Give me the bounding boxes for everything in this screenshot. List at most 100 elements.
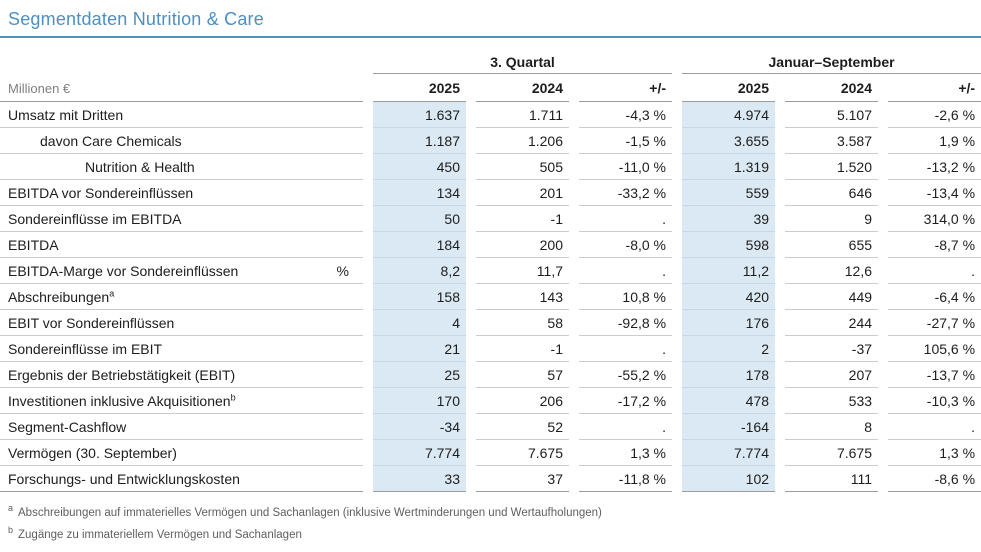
table-row: Segment-Cashflow -34 52. -164 8. (0, 414, 981, 440)
footnote-b: b Zugänge zu immateriellem Vermögen und S… (8, 522, 981, 544)
segment-data-table-wrap: 3. Quartal Januar–September Millionen € … (0, 50, 981, 492)
row-label: Vermögen (30. September) (8, 444, 177, 461)
cell-q3_chg: -11,8 % (579, 466, 673, 492)
cell-q3_2024: 1.711 (476, 102, 569, 128)
row-label: Forschungs- und Entwicklungskosten (8, 470, 240, 487)
cell-q3_2025: 7.774 (373, 440, 466, 466)
cell-q3_chg: -8,0 % (579, 232, 673, 258)
cell-q3_2024: 52 (476, 414, 569, 440)
cell-q3_chg: . (579, 414, 673, 440)
row-label: Ergebnis der Betriebstätigkeit (EBIT) (8, 366, 236, 383)
table-body: Umsatz mit Dritten 1.637 1.711 -4,3 % 4.974 5… (0, 102, 981, 492)
cell-ys_2024: 655 (785, 232, 879, 258)
col-header-ys-change: +/- (888, 74, 981, 102)
cell-ys_2024: 207 (785, 362, 879, 388)
table-row: EBITDA-Marge vor Sondereinflüssen% 8,2 11,… (0, 258, 981, 284)
cell-q3_2024: 201 (476, 180, 569, 206)
cell-q3_chg: . (579, 206, 673, 232)
row-label-cell: EBITDA-Marge vor Sondereinflüssen% (0, 258, 363, 284)
cell-q3_2024: 37 (476, 466, 569, 492)
cell-ys_chg: -13,4 % (888, 180, 981, 206)
cell-ys_2024: -37 (785, 336, 879, 362)
cell-ys_2025: 1.319 (682, 154, 776, 180)
table-row: EBITDA 184 200 -8,0 % 598 655 -8,7 % (0, 232, 981, 258)
cell-q3_chg: 1,3 % (579, 440, 673, 466)
col-header-ys-2025: 2025 (682, 74, 776, 102)
cell-ys_2024: 7.675 (785, 440, 879, 466)
cell-ys_2024: 9 (785, 206, 879, 232)
group-header-q3: 3. Quartal (373, 50, 673, 74)
cell-ys_chg: -10,3 % (888, 388, 981, 414)
row-label: EBITDA-Marge vor Sondereinflüssen (8, 262, 239, 279)
cell-ys_2025: 102 (682, 466, 776, 492)
cell-q3_2024: 200 (476, 232, 569, 258)
cell-q3_2025: 1.187 (373, 128, 466, 154)
row-label-cell: Sondereinflüsse im EBITDA (0, 206, 363, 232)
row-label-footnote-mark: a (109, 287, 115, 298)
table-row: EBIT vor Sondereinflüssen 4 58 -92,8 % 176 24… (0, 310, 981, 336)
group-header-row: 3. Quartal Januar–September (0, 50, 981, 74)
footnote-a: a Abschreibungen auf immaterielles Vermög… (8, 500, 981, 522)
cell-q3_2024: 7.675 (476, 440, 569, 466)
row-label: Segment-Cashflow (8, 418, 127, 435)
cell-q3_2024: -1 (476, 206, 569, 232)
col-header-ys-2024: 2024 (785, 74, 879, 102)
group-header-jan-sep: Januar–September (682, 50, 981, 74)
row-label-cell: Ergebnis der Betriebstätigkeit (EBIT) (0, 362, 363, 388)
cell-q3_2025: 1.637 (373, 102, 466, 128)
row-label: Abschreibungen (8, 288, 110, 305)
table-row: Abschreibungena 158 143 10,8 % 420 449 -6,4 % (0, 284, 981, 310)
table-row: Umsatz mit Dritten 1.637 1.711 -4,3 % 4.974 5… (0, 102, 981, 128)
col-header-q3-change: +/- (579, 74, 673, 102)
row-label: Investitionen inklusive Akquisitionen (8, 392, 231, 409)
cell-q3_2025: 25 (373, 362, 466, 388)
row-label-cell: EBIT vor Sondereinflüssen (0, 310, 363, 336)
cell-q3_2025: 50 (373, 206, 466, 232)
cell-q3_2024: 11,7 (476, 258, 569, 284)
cell-ys_2025: 11,2 (682, 258, 776, 284)
table-row: Sondereinflüsse im EBIT 21 -1. 2 -37 105,6 % (0, 336, 981, 362)
cell-q3_chg: -33,2 % (579, 180, 673, 206)
page-title: Segmentdaten Nutrition & Care (8, 9, 264, 29)
row-label-cell: Vermögen (30. September) (0, 440, 363, 466)
cell-ys_chg: 105,6 % (888, 336, 981, 362)
cell-ys_chg: -8,7 % (888, 232, 981, 258)
table-row: Nutrition & Health 450 505 -11,0 % 1.319 1.52… (0, 154, 981, 180)
cell-q3_2025: 4 (373, 310, 466, 336)
cell-q3_2025: 33 (373, 466, 466, 492)
cell-q3_chg: . (579, 336, 673, 362)
footnote-b-text: Zugänge zu immateriellem Vermögen und Sa… (18, 528, 302, 541)
cell-q3_chg: 10,8 % (579, 284, 673, 310)
cell-ys_chg: . (888, 258, 981, 284)
row-unit: % (336, 262, 349, 279)
row-label-cell: EBITDA vor Sondereinflüssen (0, 180, 363, 206)
cell-q3_2024: 143 (476, 284, 569, 310)
cell-q3_2025: 184 (373, 232, 466, 258)
table-row: Vermögen (30. September) 7.774 7.675 1,3 % 7… (0, 440, 981, 466)
row-label-footnote-mark: b (230, 391, 236, 402)
cell-ys_chg: -13,2 % (888, 154, 981, 180)
table-row: Ergebnis der Betriebstätigkeit (EBIT) 25 5… (0, 362, 981, 388)
cell-q3_2025: 450 (373, 154, 466, 180)
row-label-cell: Forschungs- und Entwicklungskosten (0, 466, 363, 492)
cell-q3_2024: -1 (476, 336, 569, 362)
cell-q3_chg: . (579, 258, 673, 284)
cell-q3_chg: -1,5 % (579, 128, 673, 154)
row-label: EBIT vor Sondereinflüssen (8, 314, 175, 331)
row-label: Sondereinflüsse im EBIT (8, 340, 163, 357)
cell-ys_2025: 559 (682, 180, 776, 206)
cell-ys_2025: 3.655 (682, 128, 776, 154)
cell-q3_2024: 57 (476, 362, 569, 388)
cell-q3_2025: 134 (373, 180, 466, 206)
footnote-a-mark: a (8, 503, 14, 513)
cell-q3_2025: 158 (373, 284, 466, 310)
cell-ys_2024: 111 (785, 466, 879, 492)
cell-ys_chg: -8,6 % (888, 466, 981, 492)
cell-q3_2024: 206 (476, 388, 569, 414)
footnote-a-text: Abschreibungen auf immaterielles Vermöge… (18, 506, 602, 519)
cell-q3_chg: -4,3 % (579, 102, 673, 128)
cell-q3_chg: -55,2 % (579, 362, 673, 388)
unit-label: Millionen € (0, 74, 363, 102)
col-header-q3-2024: 2024 (476, 74, 569, 102)
